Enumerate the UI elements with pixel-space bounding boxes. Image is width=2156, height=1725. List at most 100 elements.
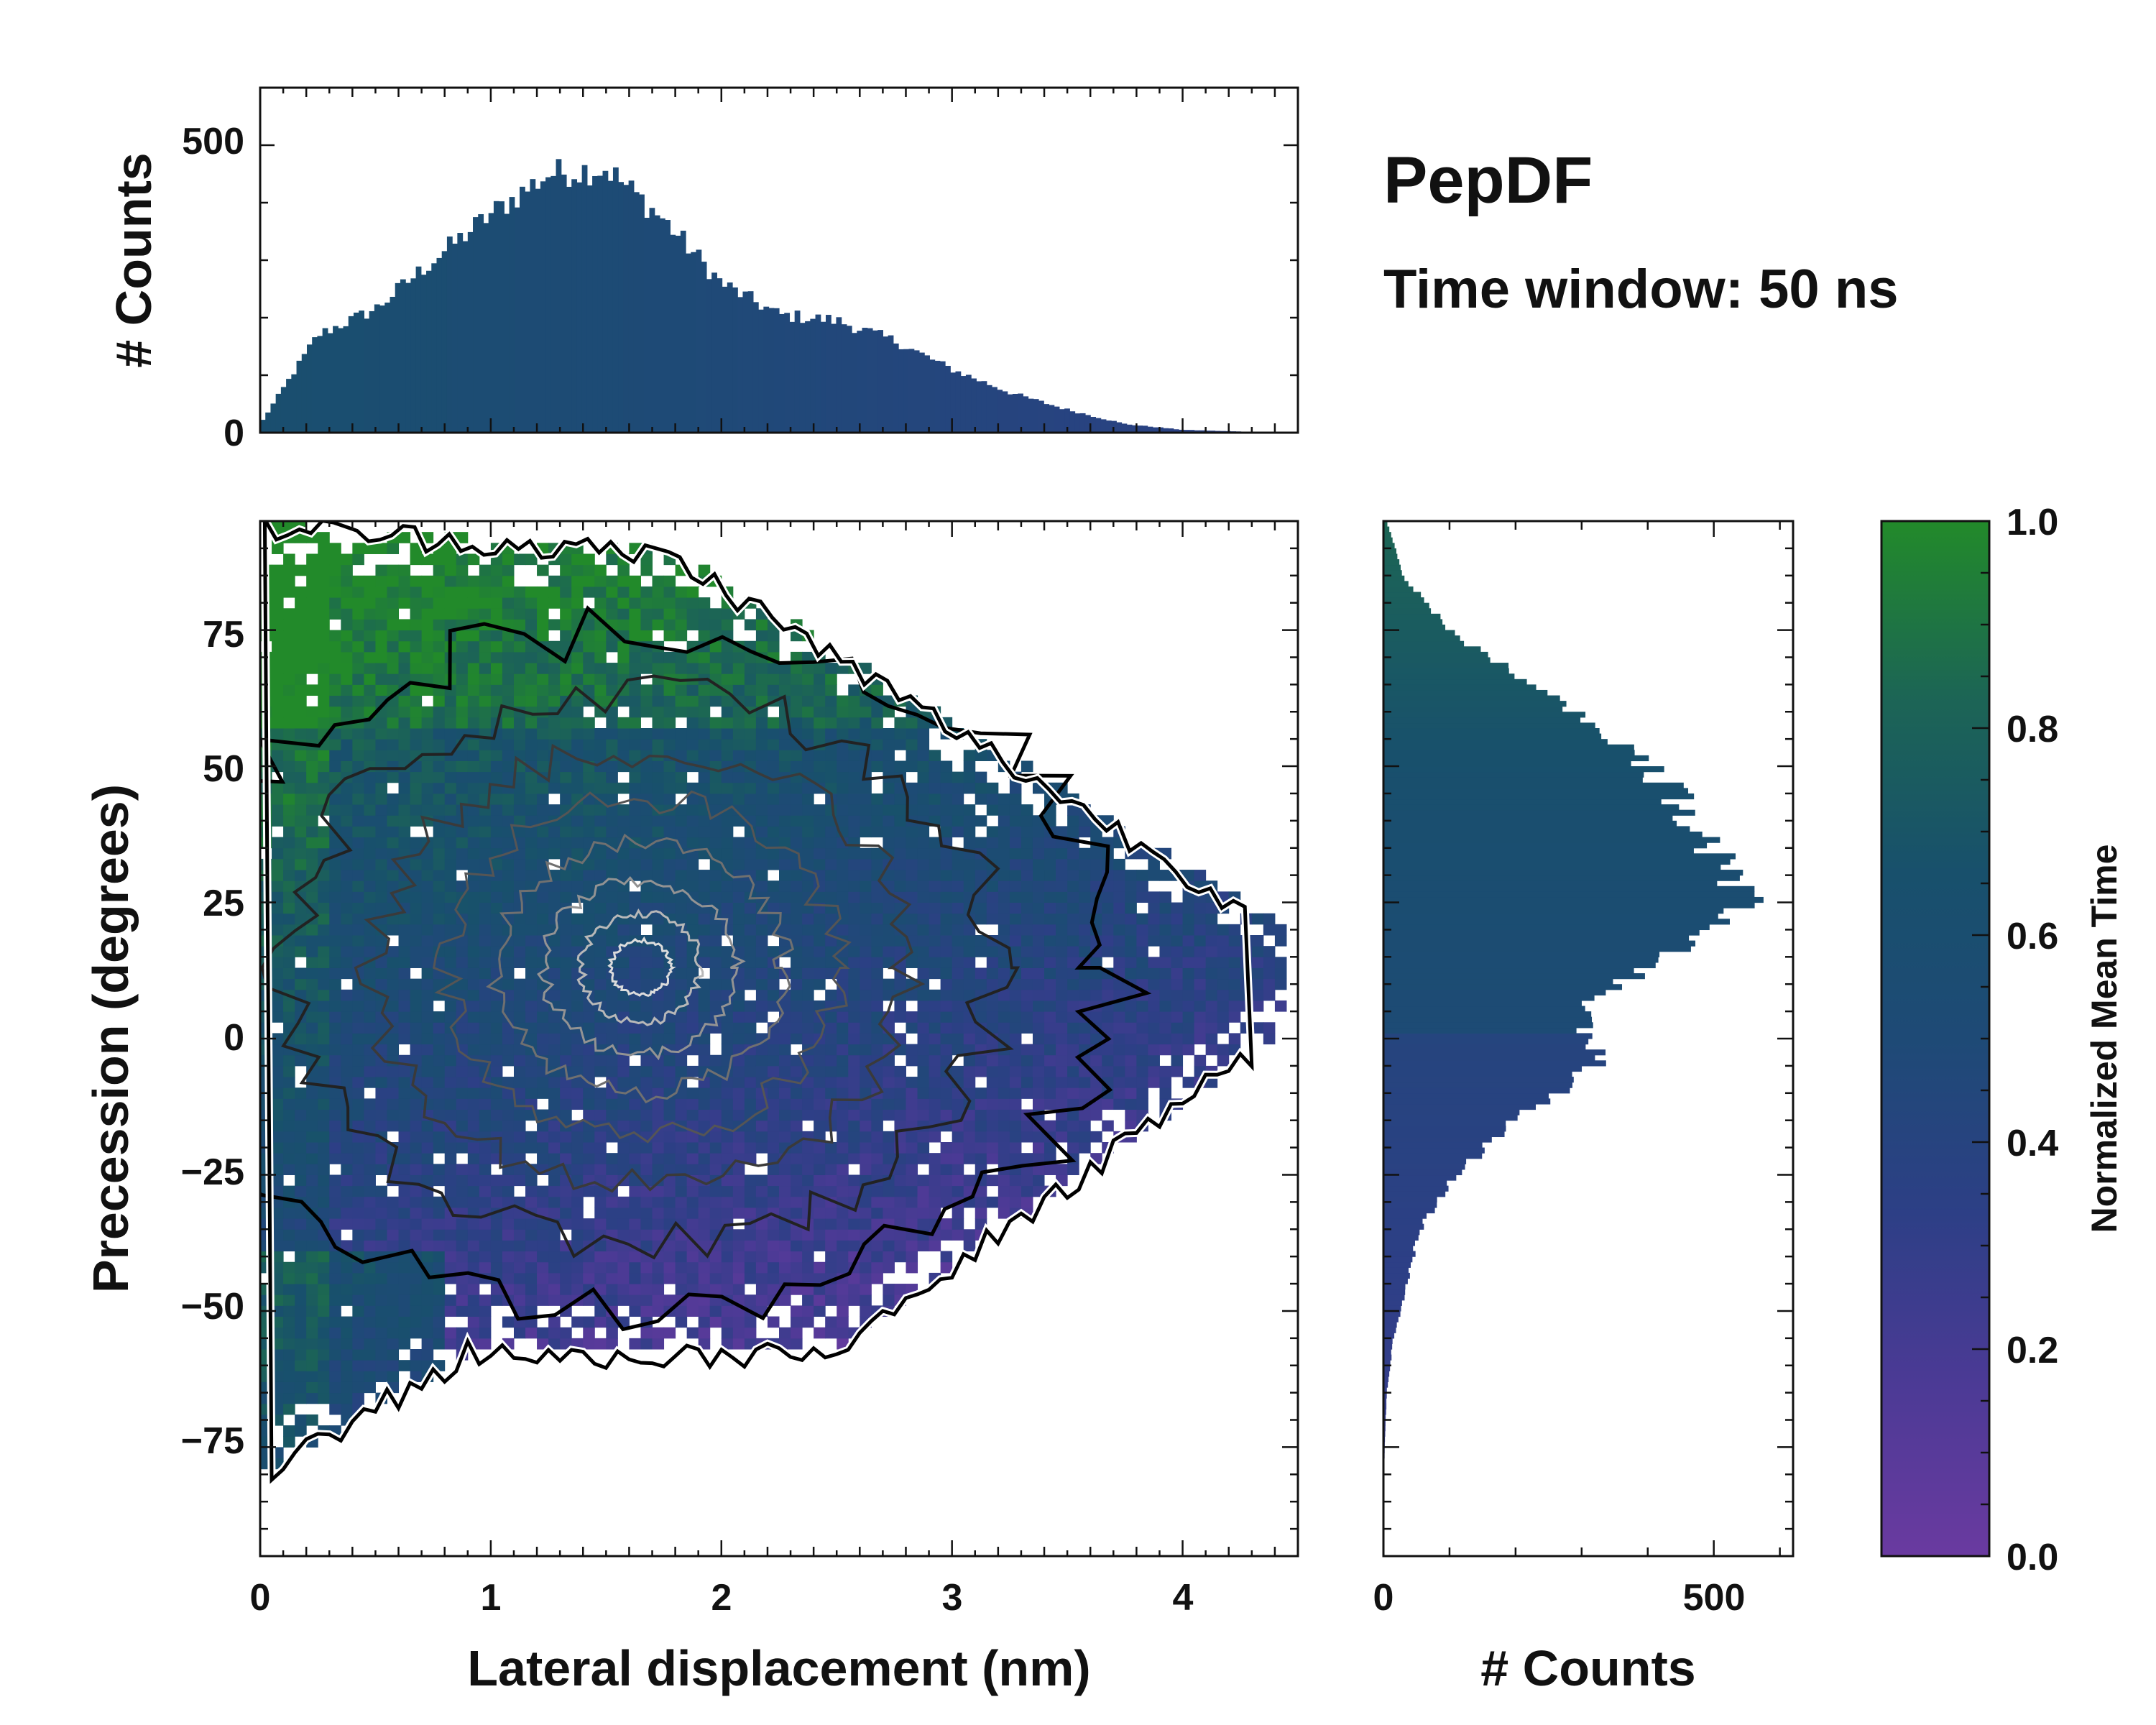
heatmap-cell — [791, 978, 803, 990]
heatmap-cell — [894, 847, 906, 860]
heatmap-cell — [732, 1142, 745, 1154]
heatmap-cell — [272, 793, 284, 805]
heatmap-cell — [1148, 967, 1160, 980]
heatmap-cell — [467, 1131, 480, 1143]
heatmap-cell — [594, 1065, 607, 1077]
heatmap-cell — [675, 597, 688, 609]
heatmap-cell — [1125, 967, 1137, 980]
heatmap-cell — [779, 837, 791, 849]
heatmap-cell — [537, 651, 549, 663]
heatmap-cell — [698, 1098, 711, 1110]
heatmap-cell — [883, 1185, 895, 1197]
heatmap-cell — [548, 1153, 561, 1164]
heatmap-cell — [306, 1316, 318, 1328]
heatmap-cell — [410, 663, 423, 674]
heatmap-cell — [352, 1229, 364, 1241]
heatmap-cell — [779, 793, 791, 805]
heatmap-cell — [272, 1120, 284, 1132]
top-histogram-bar — [633, 192, 640, 433]
heatmap-cell — [352, 946, 364, 957]
heatmap-cell — [802, 717, 814, 729]
heatmap-cell — [606, 1338, 618, 1350]
heatmap-cell — [318, 978, 330, 990]
heatmap-cell — [456, 826, 469, 838]
heatmap-cell — [606, 1153, 618, 1164]
heatmap-cell — [837, 1229, 849, 1241]
heatmap-cell — [560, 608, 572, 620]
heatmap-cell — [479, 1218, 492, 1230]
heatmap-cell — [744, 1272, 757, 1284]
heatmap-cell — [1009, 913, 1022, 925]
heatmap-cell — [1113, 1054, 1125, 1067]
heatmap-cell — [352, 1131, 364, 1143]
heatmap-cell — [352, 1272, 364, 1284]
heatmap-cell — [906, 891, 918, 903]
heatmap-cell — [387, 880, 400, 892]
heatmap-cell — [306, 1120, 318, 1132]
heatmap-cell — [456, 837, 469, 849]
heatmap-cell — [283, 793, 295, 805]
heatmap-cell — [744, 619, 757, 631]
heatmap-cell — [825, 1087, 837, 1099]
heatmap-cell — [456, 673, 469, 685]
heatmap-cell — [341, 750, 353, 761]
heatmap-cell — [709, 1284, 722, 1295]
heatmap-cell — [560, 870, 572, 881]
heatmap-cell — [963, 760, 976, 773]
heatmap-cell — [986, 1077, 999, 1088]
heatmap-cell — [709, 1218, 722, 1230]
heatmap-cell — [675, 946, 688, 957]
heatmap-cell — [318, 1044, 330, 1056]
heatmap-cell — [571, 1131, 584, 1143]
heatmap-cell — [1079, 1142, 1091, 1154]
heatmap-cell — [479, 946, 492, 957]
heatmap-cell — [341, 1196, 353, 1208]
heatmap-cell — [433, 902, 446, 914]
heatmap-cell — [640, 957, 653, 968]
heatmap-cell — [606, 1087, 618, 1099]
heatmap-cell — [744, 1229, 757, 1241]
heatmap-cell — [860, 1142, 872, 1154]
heatmap-cell — [513, 1251, 526, 1263]
heatmap-cell — [479, 1240, 492, 1252]
heatmap-cell — [698, 1316, 711, 1328]
heatmap-cell — [421, 586, 434, 598]
heatmap-cell — [295, 673, 307, 685]
heatmap-cell — [387, 564, 400, 576]
heatmap-cell — [698, 913, 711, 925]
heatmap-cell — [883, 946, 895, 957]
heatmap-cell — [318, 1284, 330, 1295]
heatmap-cell — [814, 815, 826, 827]
heatmap-cell — [272, 804, 284, 816]
heatmap-cell — [594, 1153, 607, 1164]
heatmap-cell — [675, 1196, 688, 1208]
heatmap-cell — [444, 1164, 457, 1175]
heatmap-cell — [779, 870, 791, 881]
heatmap-cell — [490, 1065, 503, 1077]
heatmap-cell — [825, 1022, 837, 1034]
heatmap-cell — [387, 1087, 400, 1099]
heatmap-cell — [848, 1272, 860, 1284]
heatmap-cell — [721, 891, 734, 903]
heatmap-cell — [732, 1240, 745, 1252]
top-histogram-bar — [1194, 430, 1200, 433]
heatmap-cell — [295, 760, 307, 773]
heatmap-cell — [352, 1000, 364, 1012]
heatmap-cell — [444, 728, 457, 740]
heatmap-cell — [560, 586, 572, 598]
heatmap-cell — [387, 1098, 400, 1110]
heatmap-cell — [318, 1098, 330, 1110]
heatmap-cell — [306, 630, 318, 642]
heatmap-cell — [433, 1054, 446, 1067]
heatmap-cell — [456, 1218, 469, 1230]
heatmap-cell — [1032, 837, 1045, 849]
heatmap-cell — [917, 902, 930, 914]
heatmap-cell — [1056, 1120, 1068, 1132]
heatmap-cell — [940, 1174, 953, 1187]
heatmap-cell — [652, 1207, 665, 1219]
heatmap-cell — [537, 608, 549, 620]
heatmap-cell — [871, 1033, 883, 1045]
heatmap-cell — [732, 858, 745, 870]
heatmap-cell — [663, 663, 676, 674]
heatmap-cell — [837, 1054, 849, 1067]
